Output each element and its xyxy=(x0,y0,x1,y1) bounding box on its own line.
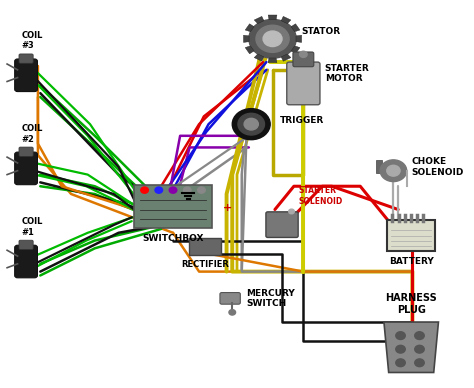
Text: RECTIFIER: RECTIFIER xyxy=(181,260,229,269)
Circle shape xyxy=(256,25,289,52)
Polygon shape xyxy=(384,322,438,372)
Text: SWITCHBOX: SWITCHBOX xyxy=(142,234,204,243)
Circle shape xyxy=(380,160,407,182)
Polygon shape xyxy=(291,46,300,54)
FancyBboxPatch shape xyxy=(15,59,37,92)
Circle shape xyxy=(263,31,282,47)
Text: MERCURY
SWITCH: MERCURY SWITCH xyxy=(246,289,295,308)
FancyBboxPatch shape xyxy=(189,238,221,255)
Circle shape xyxy=(229,310,236,315)
FancyBboxPatch shape xyxy=(220,293,240,304)
Circle shape xyxy=(387,165,400,176)
Text: STARTER
SOLENOID: STARTER SOLENOID xyxy=(299,186,343,206)
Polygon shape xyxy=(245,24,254,32)
FancyBboxPatch shape xyxy=(387,220,435,251)
Circle shape xyxy=(249,19,296,58)
Circle shape xyxy=(300,51,307,57)
FancyBboxPatch shape xyxy=(15,245,37,278)
FancyBboxPatch shape xyxy=(19,54,33,63)
FancyBboxPatch shape xyxy=(134,185,212,228)
Circle shape xyxy=(183,187,191,193)
Text: BATTERY: BATTERY xyxy=(389,257,434,266)
Polygon shape xyxy=(296,35,301,42)
Polygon shape xyxy=(245,46,254,54)
Text: TRIGGER: TRIGGER xyxy=(280,116,324,125)
FancyBboxPatch shape xyxy=(19,240,33,249)
Text: +: + xyxy=(223,203,232,213)
Circle shape xyxy=(396,332,405,340)
FancyBboxPatch shape xyxy=(266,212,298,237)
Circle shape xyxy=(169,187,177,193)
Circle shape xyxy=(198,187,205,193)
Circle shape xyxy=(244,118,258,130)
Circle shape xyxy=(415,332,424,340)
Circle shape xyxy=(238,113,264,135)
Polygon shape xyxy=(281,16,291,24)
Circle shape xyxy=(415,359,424,367)
Polygon shape xyxy=(268,58,277,62)
Polygon shape xyxy=(268,15,277,20)
FancyBboxPatch shape xyxy=(15,152,37,185)
FancyBboxPatch shape xyxy=(287,62,320,105)
Text: COIL
#3: COIL #3 xyxy=(21,31,43,50)
Circle shape xyxy=(415,345,424,353)
Polygon shape xyxy=(244,35,249,42)
Text: COIL
#1: COIL #1 xyxy=(21,217,43,237)
Circle shape xyxy=(232,109,270,140)
Polygon shape xyxy=(254,16,264,24)
Circle shape xyxy=(396,359,405,367)
FancyBboxPatch shape xyxy=(376,160,382,173)
Circle shape xyxy=(155,187,163,193)
Polygon shape xyxy=(291,24,300,32)
FancyBboxPatch shape xyxy=(293,52,314,67)
Polygon shape xyxy=(254,54,264,61)
FancyBboxPatch shape xyxy=(19,147,33,156)
Text: COIL
#2: COIL #2 xyxy=(21,124,43,144)
Text: STARTER
MOTOR: STARTER MOTOR xyxy=(325,64,369,83)
Text: HARNESS
PLUG: HARNESS PLUG xyxy=(385,293,437,315)
Text: CHOKE
SOLENOID: CHOKE SOLENOID xyxy=(411,157,464,177)
Circle shape xyxy=(396,345,405,353)
Polygon shape xyxy=(281,54,291,61)
Circle shape xyxy=(141,187,148,193)
Text: STATOR: STATOR xyxy=(301,26,340,36)
Circle shape xyxy=(289,209,294,214)
